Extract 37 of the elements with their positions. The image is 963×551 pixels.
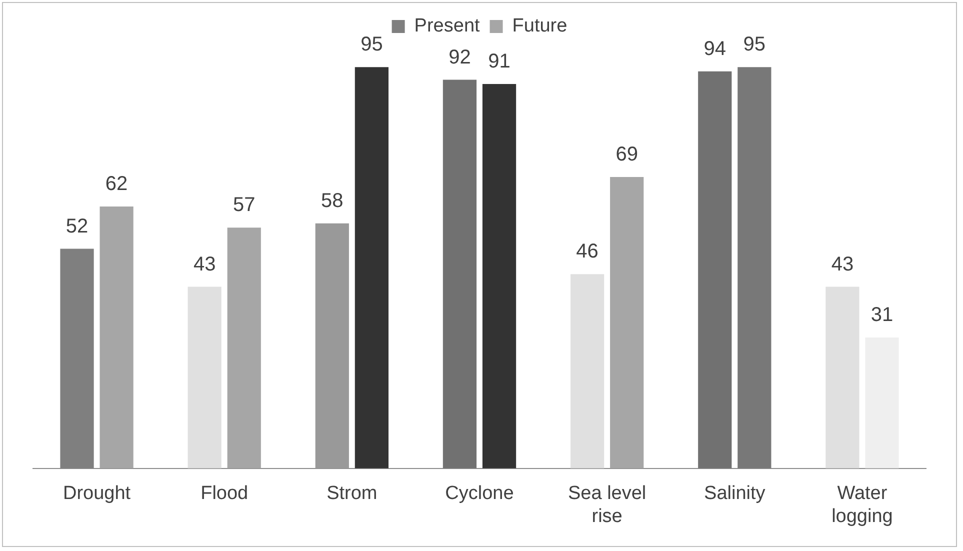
data-label: 95 (743, 34, 766, 56)
bar (354, 67, 389, 468)
data-label: 91 (488, 50, 510, 73)
data-label: 62 (105, 173, 128, 196)
bar (315, 223, 349, 468)
bar (698, 71, 732, 468)
bar (570, 274, 604, 468)
bar (482, 84, 516, 468)
bar (227, 228, 261, 468)
data-label: 43 (193, 253, 216, 276)
bar (610, 176, 644, 468)
x-tick-label: Drought (62, 483, 132, 504)
data-label: 31 (870, 304, 894, 326)
bar (826, 286, 860, 468)
data-label: 57 (233, 194, 256, 216)
x-tick-label: Flood (200, 483, 248, 504)
bar (738, 67, 772, 468)
bar (100, 206, 134, 468)
bar (865, 337, 899, 468)
x-tick-label: Sea level rise (568, 483, 646, 527)
legend-label: Future (512, 16, 568, 37)
data-label: 43 (831, 253, 854, 276)
bar (188, 286, 222, 468)
x-tick-label: Salinity (704, 483, 766, 504)
data-label: 52 (66, 215, 88, 238)
legend-label: Present (414, 16, 481, 37)
bar (60, 248, 94, 468)
x-tick-label: Water logging (832, 483, 893, 527)
data-label: 69 (616, 143, 638, 166)
x-tick-label: Strom (326, 483, 378, 504)
data-label: 92 (448, 46, 471, 68)
x-tick-label: Cyclone (445, 483, 514, 504)
data-label: 94 (704, 38, 726, 60)
data-label: 58 (321, 190, 344, 212)
data-label: 46 (576, 240, 598, 263)
bar (442, 80, 477, 468)
data-label: 95 (360, 34, 383, 56)
